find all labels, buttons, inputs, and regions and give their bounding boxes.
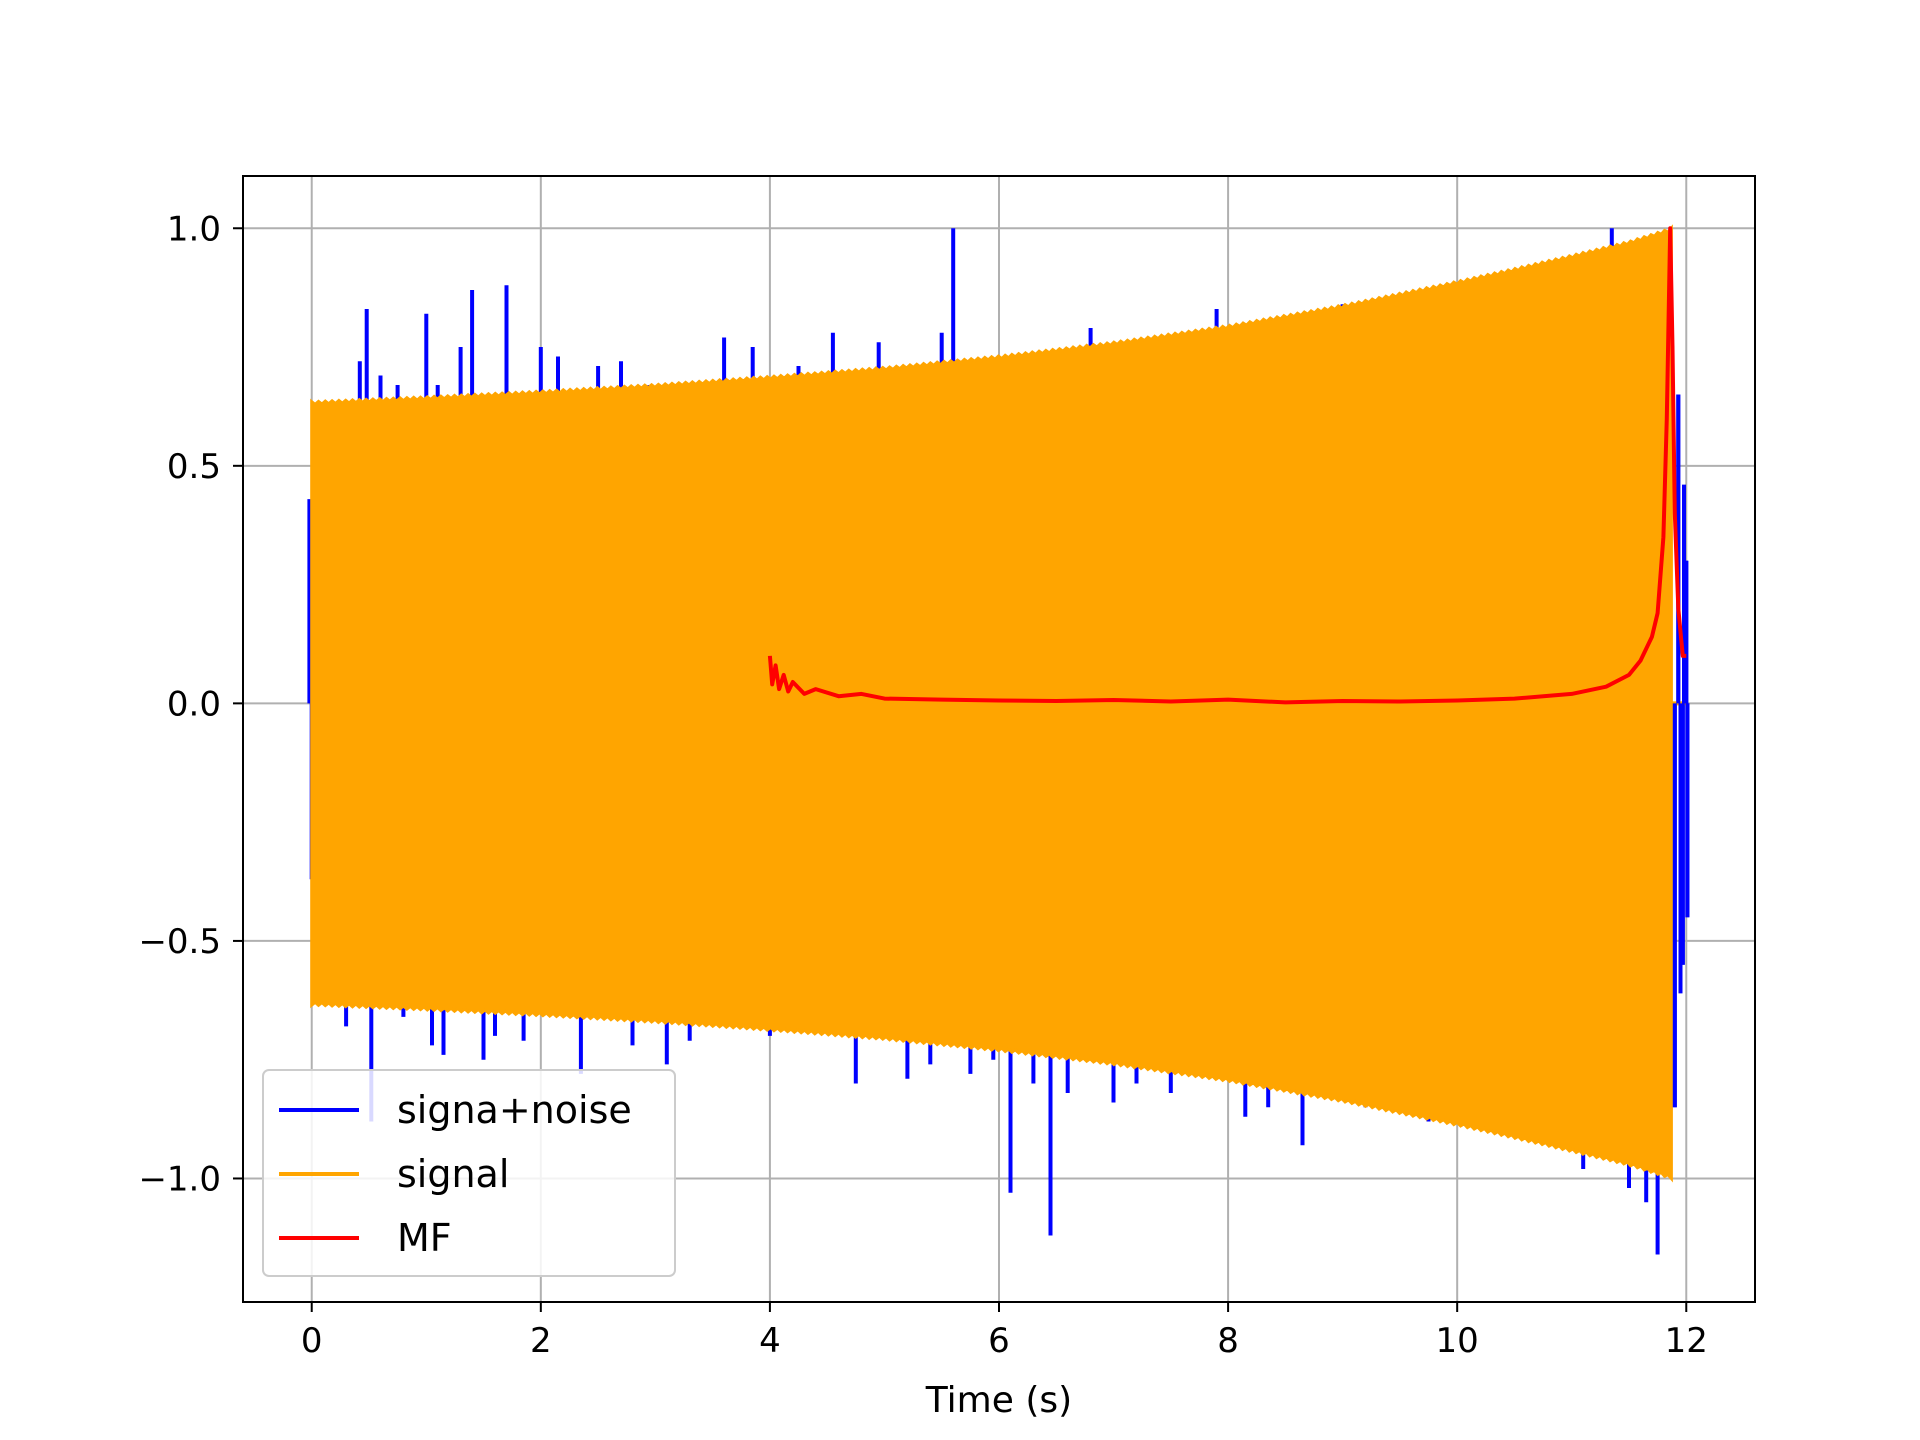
- mf-line: [767, 226, 1687, 705]
- y-axis: −1.0 −0.5 0.0 0.5 1.0: [138, 209, 243, 1199]
- y-tick-label: 0.5: [167, 447, 221, 487]
- x-tick-label: 12: [1665, 1321, 1708, 1361]
- x-axis-label: Time (s): [925, 1380, 1072, 1421]
- x-tick-label: 10: [1436, 1321, 1479, 1361]
- legend: signa+noise signal MF: [262, 1069, 676, 1277]
- signal-band: [310, 224, 1673, 1183]
- y-tick-label: 0.0: [167, 684, 221, 724]
- x-tick-label: 8: [1217, 1321, 1239, 1361]
- plot-area: [307, 224, 1690, 1255]
- legend-label: signal: [397, 1152, 509, 1196]
- x-tick-label: 4: [759, 1321, 781, 1361]
- y-tick-label: −0.5: [138, 922, 221, 962]
- x-tick-label: 2: [530, 1321, 552, 1361]
- legend-label: MF: [397, 1216, 452, 1260]
- x-axis: 0 2 4 6 8 10 12: [301, 1302, 1708, 1361]
- x-tick-label: 0: [301, 1321, 323, 1361]
- y-tick-label: −1.0: [138, 1159, 221, 1199]
- noise-tail-spikes: [1672, 394, 1690, 1108]
- series-signal: [310, 224, 1687, 1183]
- legend-label: signa+noise: [397, 1088, 632, 1132]
- series-mf: [767, 226, 1687, 705]
- x-tick-label: 6: [988, 1321, 1010, 1361]
- legend-box: [262, 1069, 676, 1277]
- y-tick-label: 1.0: [167, 209, 221, 249]
